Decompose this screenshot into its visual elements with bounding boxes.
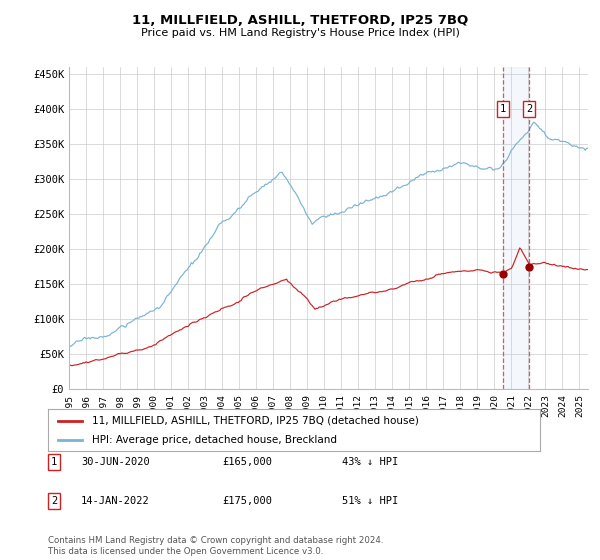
Text: Price paid vs. HM Land Registry's House Price Index (HPI): Price paid vs. HM Land Registry's House …	[140, 28, 460, 38]
Text: 14-JAN-2022: 14-JAN-2022	[81, 496, 150, 506]
Text: 1: 1	[500, 104, 506, 114]
Text: HPI: Average price, detached house, Breckland: HPI: Average price, detached house, Brec…	[92, 435, 337, 445]
Text: 2: 2	[526, 104, 532, 114]
Text: 1: 1	[51, 457, 57, 467]
Text: 11, MILLFIELD, ASHILL, THETFORD, IP25 7BQ: 11, MILLFIELD, ASHILL, THETFORD, IP25 7B…	[132, 14, 468, 27]
Text: £165,000: £165,000	[222, 457, 272, 467]
Text: 51% ↓ HPI: 51% ↓ HPI	[342, 496, 398, 506]
Text: 43% ↓ HPI: 43% ↓ HPI	[342, 457, 398, 467]
Text: 2: 2	[51, 496, 57, 506]
Text: Contains HM Land Registry data © Crown copyright and database right 2024.
This d: Contains HM Land Registry data © Crown c…	[48, 536, 383, 556]
Text: 11, MILLFIELD, ASHILL, THETFORD, IP25 7BQ (detached house): 11, MILLFIELD, ASHILL, THETFORD, IP25 7B…	[92, 416, 419, 426]
Text: 30-JUN-2020: 30-JUN-2020	[81, 457, 150, 467]
Bar	[503, 67, 529, 389]
Text: £175,000: £175,000	[222, 496, 272, 506]
